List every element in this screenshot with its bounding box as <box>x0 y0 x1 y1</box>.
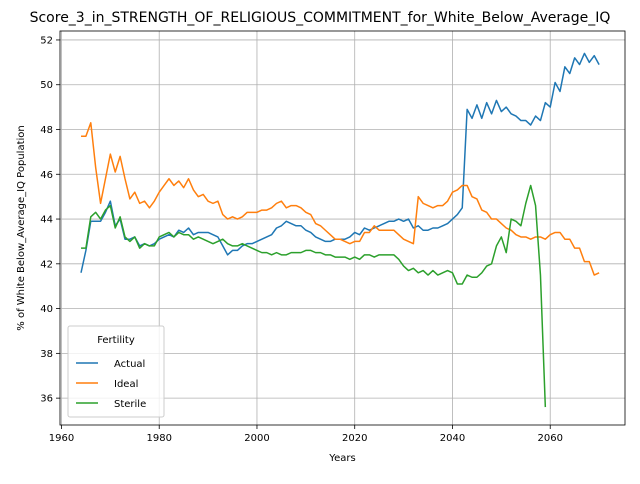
series-line-sterile <box>81 184 547 408</box>
x-axis-label: Years <box>328 453 355 464</box>
legend: Fertility Actual Ideal Sterile <box>67 325 165 418</box>
axis-ticks: 1960 1980 2000 2020 2040 2060 36 38 40 42 44 46 48 50… <box>40 35 563 444</box>
x-tick-label: 1980 <box>146 433 171 444</box>
y-tick-label: 38 <box>40 349 53 360</box>
y-tick-label: 42 <box>40 259 53 270</box>
y-tick-label: 46 <box>40 170 53 181</box>
y-tick-label: 44 <box>40 215 53 226</box>
legend-label-actual: Actual <box>114 359 145 370</box>
chart-title: Score_3_in_STRENGTH_OF_RELIGIOUS_COMMITM… <box>30 10 611 26</box>
legend-title: Fertility <box>97 335 135 346</box>
legend-box <box>67 325 165 418</box>
legend-label-ideal: Ideal <box>114 379 138 390</box>
legend-label-sterile: Sterile <box>114 399 146 410</box>
y-tick-label: 50 <box>40 80 53 91</box>
y-tick-label: 40 <box>40 304 53 315</box>
plot-area <box>59 30 626 426</box>
y-tick-label: 48 <box>40 125 53 136</box>
x-tick-label: 2020 <box>342 433 367 444</box>
y-axis-label: % of White Below_Average_IQ Population <box>16 125 27 330</box>
series-lines <box>80 52 600 408</box>
series-line-ideal <box>81 122 600 276</box>
legend-items: Actual Ideal Sterile <box>76 359 146 410</box>
x-tick-label: 2040 <box>440 433 465 444</box>
x-tick-label: 2000 <box>244 433 269 444</box>
y-tick-label: 36 <box>40 394 53 405</box>
x-tick-label: 2060 <box>537 433 562 444</box>
y-tick-label: 52 <box>40 35 53 46</box>
x-tick-label: 1960 <box>49 433 74 444</box>
